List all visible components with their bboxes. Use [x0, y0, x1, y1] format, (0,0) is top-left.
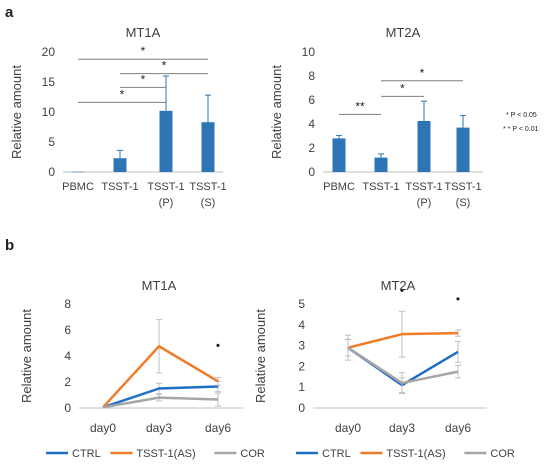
- series-line-cor: [347, 346, 459, 385]
- bar: [456, 127, 470, 172]
- y-tick-label: 8: [308, 69, 315, 83]
- y-tick-label: 10: [42, 105, 56, 119]
- y-tick-label: 10: [302, 45, 316, 59]
- y-tick-label: 3: [298, 339, 305, 353]
- x-tick-label: day0: [335, 421, 361, 435]
- y-axis-label: Relative amount: [9, 65, 24, 159]
- y-tick-label: 0: [298, 401, 305, 415]
- panel-label-a: a: [5, 4, 14, 21]
- bar: [113, 158, 127, 172]
- y-tick-label: 2: [298, 359, 305, 373]
- bar: [332, 138, 346, 172]
- y-tick-label: 0: [64, 401, 71, 415]
- significance-marker: **: [355, 99, 365, 113]
- y-tick-label: 6: [64, 323, 71, 337]
- x-tick-label: day6: [205, 421, 231, 435]
- bar: [71, 171, 85, 173]
- y-tick-label: 4: [64, 349, 71, 363]
- x-tick-label: (S): [456, 197, 471, 209]
- bar: [201, 122, 215, 172]
- significance-legend-p001: * * P < 0.01: [503, 126, 539, 133]
- x-tick-label: PBMC: [62, 181, 94, 193]
- legend-label: CTRL: [72, 448, 101, 460]
- chart-title: MT1A: [142, 278, 177, 293]
- y-tick-label: 2: [64, 375, 71, 389]
- y-tick-label: 0: [48, 165, 55, 179]
- significance-legend-p005: * P < 0.05: [506, 112, 537, 119]
- chart-mt1a-bar: MT1A Relative amount 0 5 10 15 20 PBMC TSST-1 TSS…: [9, 25, 227, 209]
- series-line-cor: [102, 396, 219, 409]
- legend-label: CTRL: [322, 448, 351, 460]
- y-axis-label: Relative amount: [253, 309, 268, 403]
- legend-label: COR: [490, 448, 515, 460]
- bar: [374, 157, 388, 172]
- bar: [159, 110, 173, 172]
- y-axis-label: Relative amount: [269, 65, 284, 159]
- y-tick-label: 4: [298, 318, 305, 332]
- significance-dot: •: [216, 339, 220, 353]
- significance-marker: *: [141, 44, 146, 58]
- x-tick-label: day3: [146, 421, 172, 435]
- legend-label: TSST-1(AS): [136, 448, 195, 460]
- significance-marker: *: [420, 66, 425, 80]
- y-tick-label: 8: [64, 297, 71, 311]
- x-tick-label: TSST-1: [362, 181, 399, 193]
- x-tick-label: PBMC: [323, 181, 355, 193]
- bar: [417, 121, 431, 172]
- series-line-ctrl: [102, 385, 219, 409]
- significance-marker: *: [141, 72, 146, 86]
- y-tick-label: 4: [308, 117, 315, 131]
- chart-title: MT2A: [381, 278, 416, 293]
- significance-dot: •: [456, 292, 460, 306]
- y-tick-label: 20: [42, 45, 56, 59]
- chart-mt2a-line: MT2A Relative amount 0 1 2 3 4 5 day0 day3 day6 • • C…: [253, 278, 515, 460]
- y-tick-label: 5: [298, 297, 305, 311]
- chart-title: MT2A: [386, 25, 421, 40]
- series-line-ctrl: [347, 346, 459, 387]
- significance-marker: *: [120, 87, 125, 101]
- y-tick-label: 15: [42, 75, 56, 89]
- x-tick-label: TSST-1: [147, 181, 184, 193]
- panel-label-b: b: [5, 237, 14, 254]
- series-line-tsst-1-as-: [347, 331, 459, 349]
- y-tick-label: 2: [308, 141, 315, 155]
- y-tick-label: 0: [308, 165, 315, 179]
- x-tick-label: (S): [201, 197, 216, 209]
- y-tick-label: 5: [48, 135, 55, 149]
- x-tick-label: (P): [159, 197, 174, 209]
- legend-label: TSST-1(AS): [386, 448, 445, 460]
- significance-marker: *: [400, 81, 405, 95]
- y-tick-label: 1: [298, 380, 305, 394]
- x-tick-label: TSST-1: [101, 181, 138, 193]
- x-tick-label: TSST-1: [405, 181, 442, 193]
- x-tick-label: TSST-1: [444, 181, 481, 193]
- x-tick-label: day0: [90, 421, 116, 435]
- x-tick-label: TSST-1: [189, 181, 226, 193]
- x-tick-label: day6: [445, 421, 471, 435]
- y-axis-label: Relative amount: [19, 309, 34, 403]
- legend-label: COR: [240, 448, 265, 460]
- y-tick-label: 6: [308, 93, 315, 107]
- significance-dot: •: [400, 284, 404, 298]
- chart-title: MT1A: [126, 25, 161, 40]
- chart-mt1a-line: MT1A Relative amount 0 2 4 6 8 day0 day3 day6 • CTR…: [19, 278, 265, 460]
- x-tick-label: day3: [389, 421, 415, 435]
- series-line-tsst-1-as-: [102, 345, 219, 409]
- x-tick-label: (P): [417, 197, 432, 209]
- significance-marker: *: [162, 59, 167, 73]
